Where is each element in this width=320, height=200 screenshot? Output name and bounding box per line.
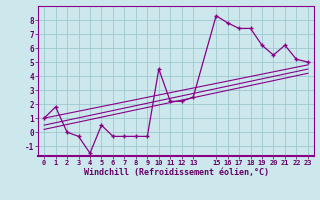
X-axis label: Windchill (Refroidissement éolien,°C): Windchill (Refroidissement éolien,°C) bbox=[84, 168, 268, 177]
